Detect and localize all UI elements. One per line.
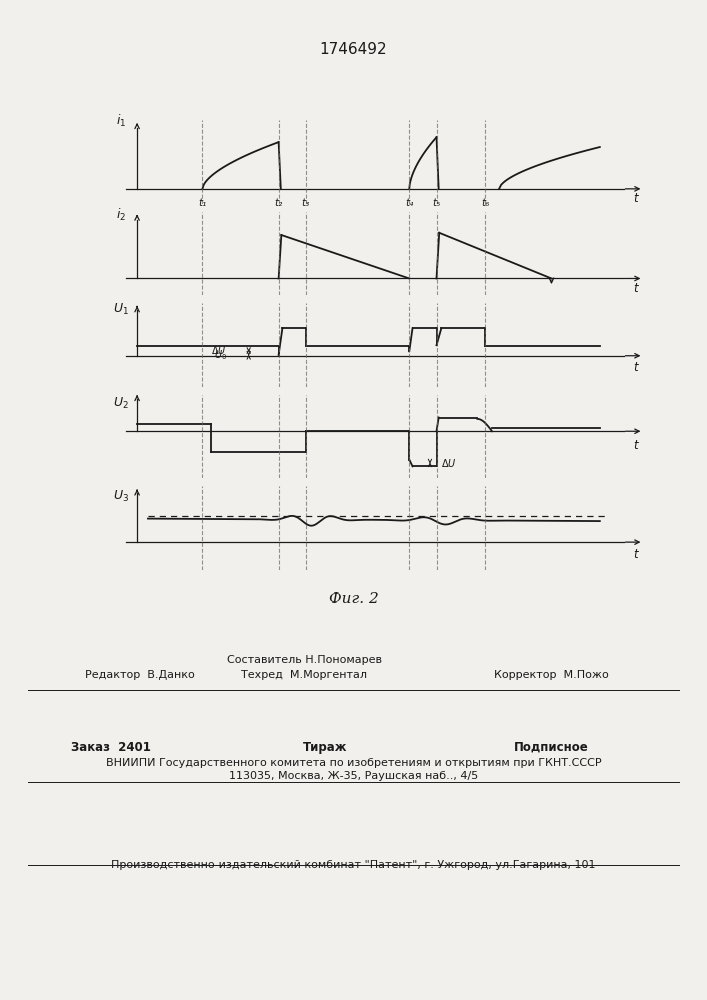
- Text: $U_0$: $U_0$: [214, 348, 227, 362]
- Text: t: t: [633, 439, 638, 452]
- Text: t₁: t₁: [198, 198, 206, 208]
- Text: t: t: [633, 192, 638, 205]
- Text: 113035, Москва, Ж-35, Раушская наб.., 4/5: 113035, Москва, Ж-35, Раушская наб.., 4/…: [229, 771, 478, 781]
- Text: t₄: t₄: [405, 198, 414, 208]
- Text: t₂: t₂: [274, 198, 283, 208]
- Text: Тираж: Тираж: [303, 741, 347, 754]
- Text: $i_2$: $i_2$: [116, 207, 126, 223]
- Text: $U_1$: $U_1$: [113, 302, 129, 317]
- Text: t: t: [633, 282, 638, 295]
- Text: Производственно-издательский комбинат "Патент", г. Ужгород, ул.Гагарина, 101: Производственно-издательский комбинат "П…: [111, 860, 596, 870]
- Text: Корректор  М.Пожо: Корректор М.Пожо: [494, 670, 609, 680]
- Text: Техред  М.Моргентал: Техред М.Моргентал: [241, 670, 367, 680]
- Text: t₃: t₃: [302, 198, 310, 208]
- Text: 1746492: 1746492: [320, 42, 387, 57]
- Text: $\Delta U$: $\Delta U$: [211, 344, 227, 356]
- Text: Составитель Н.Пономарев: Составитель Н.Пономарев: [226, 655, 382, 665]
- Text: $\Delta U$: $\Delta U$: [441, 457, 457, 469]
- Text: t₅: t₅: [433, 198, 440, 208]
- Text: t: t: [633, 361, 638, 374]
- Text: $U_2$: $U_2$: [113, 396, 129, 411]
- Text: Заказ  2401: Заказ 2401: [71, 741, 151, 754]
- Text: t₆: t₆: [481, 198, 490, 208]
- Text: Фиг. 2: Фиг. 2: [329, 592, 378, 606]
- Text: ВНИИПИ Государственного комитета по изобретениям и открытиям при ГКНТ.СССР: ВНИИПИ Государственного комитета по изоб…: [105, 758, 602, 768]
- Text: $U_3$: $U_3$: [112, 489, 129, 504]
- Text: t: t: [633, 548, 638, 561]
- Text: Подписное: Подписное: [514, 741, 589, 754]
- Text: $i_1$: $i_1$: [116, 113, 126, 129]
- Text: Редактор  В.Данко: Редактор В.Данко: [85, 670, 194, 680]
